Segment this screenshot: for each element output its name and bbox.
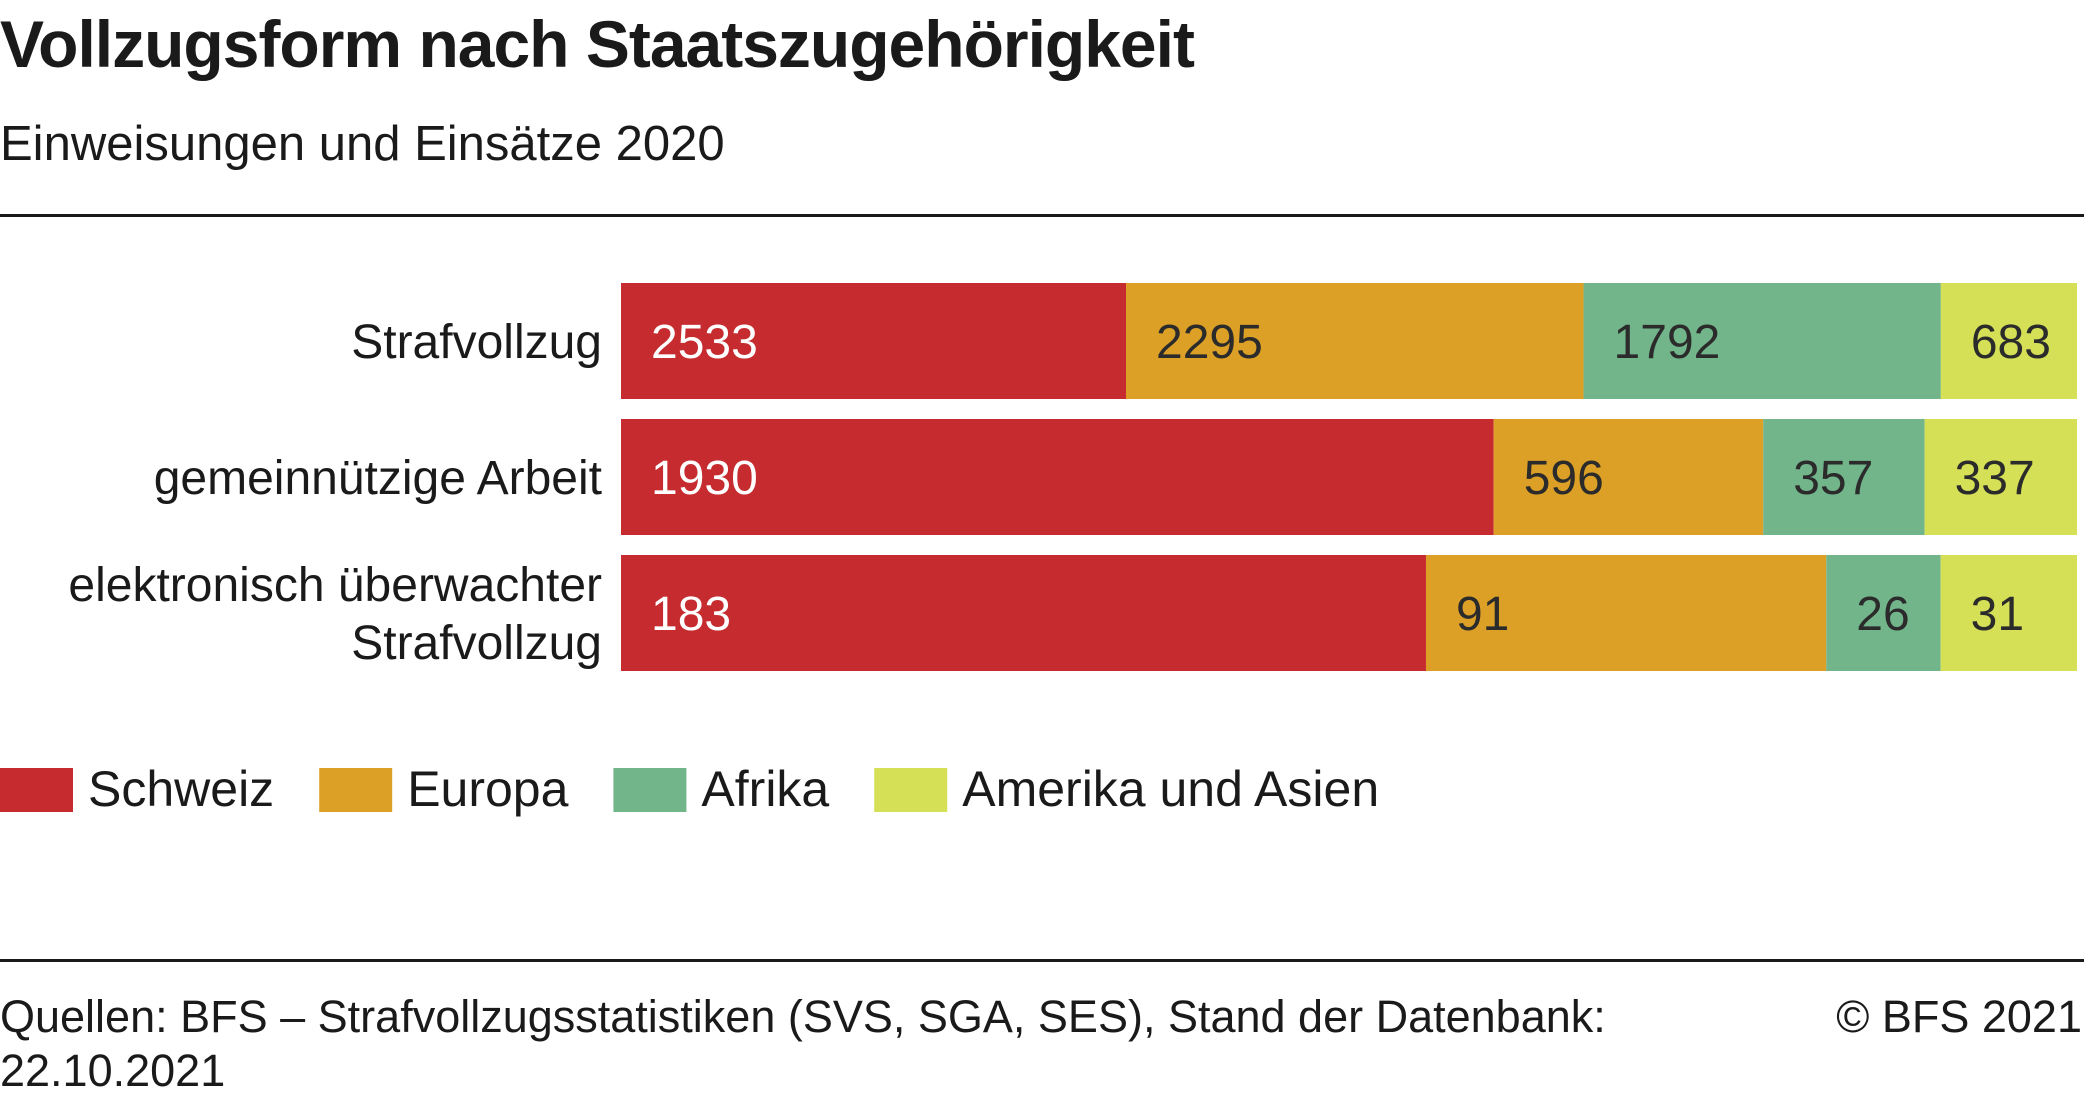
- legend-label: Afrika: [701, 761, 829, 817]
- legend-swatch: [319, 768, 393, 812]
- bar-segment: [621, 419, 1494, 535]
- legend-swatch: [613, 768, 687, 812]
- data-label: 31: [1971, 588, 2024, 641]
- bar-segment: [1493, 419, 1764, 535]
- data-label: 183: [651, 588, 731, 641]
- chart-subtitle: Einweisungen und Einsätze 2020: [0, 117, 725, 171]
- category-label: gemeinnützige Arbeit: [154, 452, 602, 505]
- legend-label: Europa: [407, 761, 568, 817]
- data-label: 337: [1955, 452, 2035, 505]
- bar-segment: [1583, 283, 1941, 399]
- bar-segment: [1826, 555, 1941, 671]
- bar-segment: [1763, 419, 1925, 535]
- data-label: 683: [1971, 316, 2051, 369]
- bottom-divider: [0, 959, 2084, 962]
- data-label: 91: [1456, 588, 1509, 641]
- copyright: © BFS 2021: [1836, 991, 2082, 1042]
- bar-segment: [621, 283, 1127, 399]
- category-label: Strafvollzug: [351, 316, 602, 369]
- data-label: 1930: [651, 452, 758, 505]
- data-label: 2295: [1156, 316, 1263, 369]
- legend-swatch: [0, 768, 73, 812]
- source-note: Quellen: BFS – Strafvollzugsstatistiken …: [0, 991, 1606, 1096]
- top-divider: [0, 214, 2084, 217]
- legend-swatch: [874, 768, 948, 812]
- category-label: elektronisch überwachter: [68, 559, 602, 612]
- data-label: 2533: [651, 316, 758, 369]
- bar-segment: [1126, 283, 1584, 399]
- bar-segment: [1940, 555, 2077, 671]
- stacked-bar-chart: 2533 2295 1792 683 Strafvollzug 1930 596 357 337…: [0, 283, 2077, 817]
- data-label: 1792: [1614, 316, 1721, 369]
- legend-label: Amerika und Asien: [962, 761, 1379, 817]
- legend-label: Schweiz: [88, 761, 274, 817]
- chart-title: Vollzugsform nach Staatszugehörigkeit: [0, 7, 1195, 81]
- bar-segment: [1425, 555, 1827, 671]
- category-label: Strafvollzug: [351, 617, 602, 670]
- bar-segment: [621, 555, 1426, 671]
- data-label: 357: [1793, 452, 1873, 505]
- data-label: 26: [1856, 588, 1909, 641]
- data-label: 596: [1524, 452, 1604, 505]
- bar-segment: [1924, 419, 2077, 535]
- bar-segment: [1940, 283, 2077, 399]
